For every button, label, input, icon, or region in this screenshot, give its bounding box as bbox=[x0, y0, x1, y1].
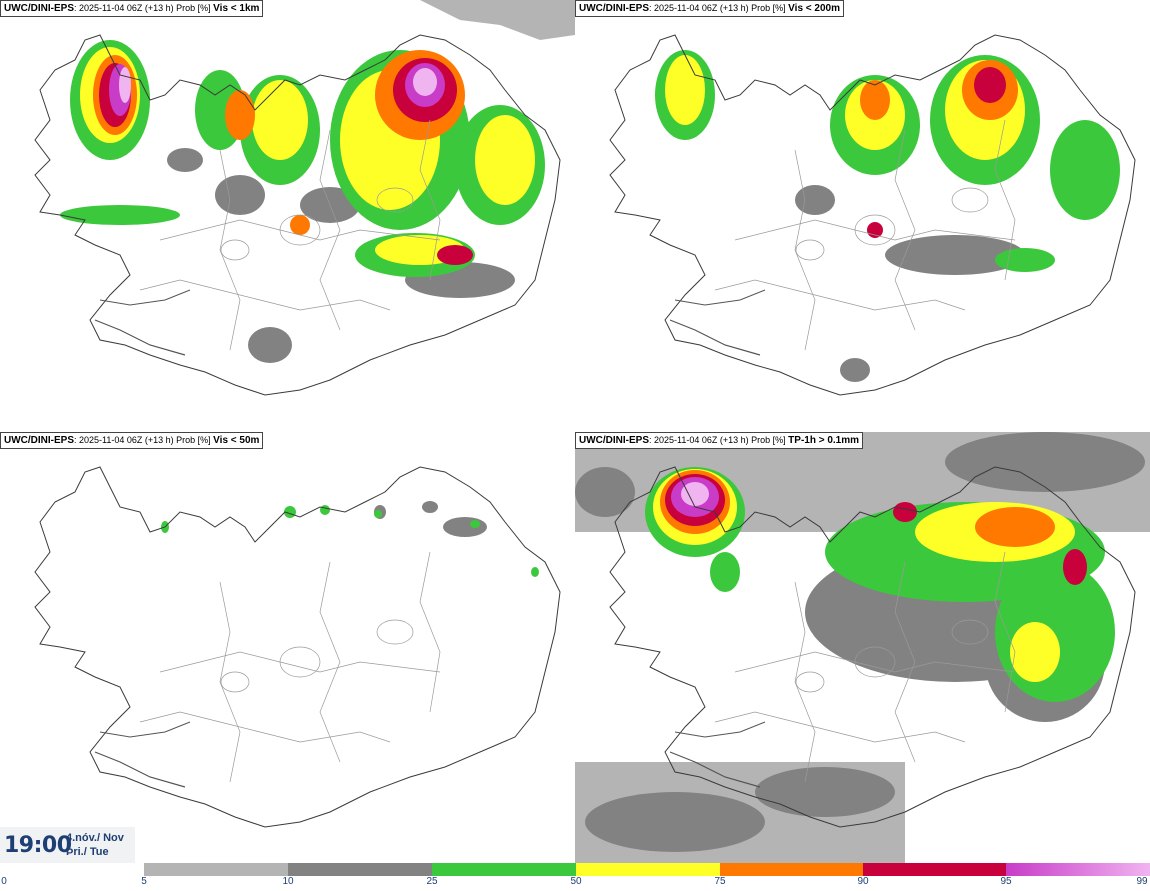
colorbar-segment-5-10 bbox=[144, 863, 288, 876]
colorbar-label: 5 bbox=[141, 876, 147, 887]
colorbar-label: 90 bbox=[857, 876, 869, 887]
probability-map-precip bbox=[575, 432, 1150, 864]
colorbar-segment-95-99 bbox=[1006, 863, 1150, 876]
panel-title: UWC/DINI-EPS: 2025-11-04 06Z (+13 h) Pro… bbox=[575, 432, 864, 449]
valid-date-line2: Þri./ Tue bbox=[66, 846, 109, 858]
run-info: : 2025-11-04 06Z (+13 h) Prob [%] bbox=[74, 435, 214, 445]
variable-name: Vis < 50m bbox=[213, 435, 260, 446]
run-info: : 2025-11-04 06Z (+13 h) Prob [%] bbox=[649, 435, 789, 445]
colorbar-segment-50-75 bbox=[576, 863, 720, 876]
colorbar-label: 75 bbox=[714, 876, 726, 887]
colorbar-segment-75-90 bbox=[720, 863, 863, 876]
colorbar-label: 25 bbox=[426, 876, 438, 887]
colorbar-label: 0 bbox=[1, 876, 7, 887]
panel-title: UWC/DINI-EPS: 2025-11-04 06Z (+13 h) Pro… bbox=[0, 432, 264, 449]
panel-title: UWC/DINI-EPS: 2025-11-04 06Z (+13 h) Pro… bbox=[0, 0, 264, 17]
panel-title: UWC/DINI-EPS: 2025-11-04 06Z (+13 h) Pro… bbox=[575, 0, 844, 17]
valid-time-date: 4.nóv./ Nov Þri./ Tue bbox=[66, 831, 124, 859]
variable-name: TP-1h > 0.1mm bbox=[788, 435, 860, 446]
colorbar-segment-90-95 bbox=[863, 863, 1006, 876]
colorbar-segment-10-25 bbox=[288, 863, 432, 876]
model-name: UWC/DINI-EPS bbox=[579, 435, 649, 446]
map-panel-vis-1km: UWC/DINI-EPS: 2025-11-04 06Z (+13 h) Pro… bbox=[0, 0, 575, 432]
colorbar-segment-25-50 bbox=[432, 863, 576, 876]
colorbar-label: 50 bbox=[570, 876, 582, 887]
model-name: UWC/DINI-EPS bbox=[579, 3, 649, 14]
run-info: : 2025-11-04 06Z (+13 h) Prob [%] bbox=[649, 3, 789, 13]
colorbar-label: 95 bbox=[1000, 876, 1012, 887]
model-name: UWC/DINI-EPS bbox=[4, 3, 74, 14]
map-panel-precip: UWC/DINI-EPS: 2025-11-04 06Z (+13 h) Pro… bbox=[575, 432, 1150, 864]
run-info: : 2025-11-04 06Z (+13 h) Prob [%] bbox=[74, 3, 214, 13]
valid-time-clock: 19:00 bbox=[4, 833, 72, 858]
colorbar-label: 10 bbox=[282, 876, 294, 887]
probability-map-vis-200m bbox=[609, 34, 1136, 396]
valid-date-line1: 4.nóv./ Nov bbox=[66, 832, 124, 844]
variable-name: Vis < 1km bbox=[213, 3, 260, 14]
valid-time-box: 19:00 4.nóv./ Nov Þri./ Tue bbox=[0, 827, 135, 863]
probability-map-vis-50m bbox=[34, 466, 561, 828]
model-name: UWC/DINI-EPS bbox=[4, 435, 74, 446]
probability-map-vis-1km bbox=[34, 0, 575, 396]
variable-name: Vis < 200m bbox=[788, 3, 840, 14]
map-panel-vis-200m: UWC/DINI-EPS: 2025-11-04 06Z (+13 h) Pro… bbox=[575, 0, 1150, 432]
colorbar-label: 99 bbox=[1136, 876, 1148, 887]
map-panel-vis-50m: UWC/DINI-EPS: 2025-11-04 06Z (+13 h) Pro… bbox=[0, 432, 575, 864]
